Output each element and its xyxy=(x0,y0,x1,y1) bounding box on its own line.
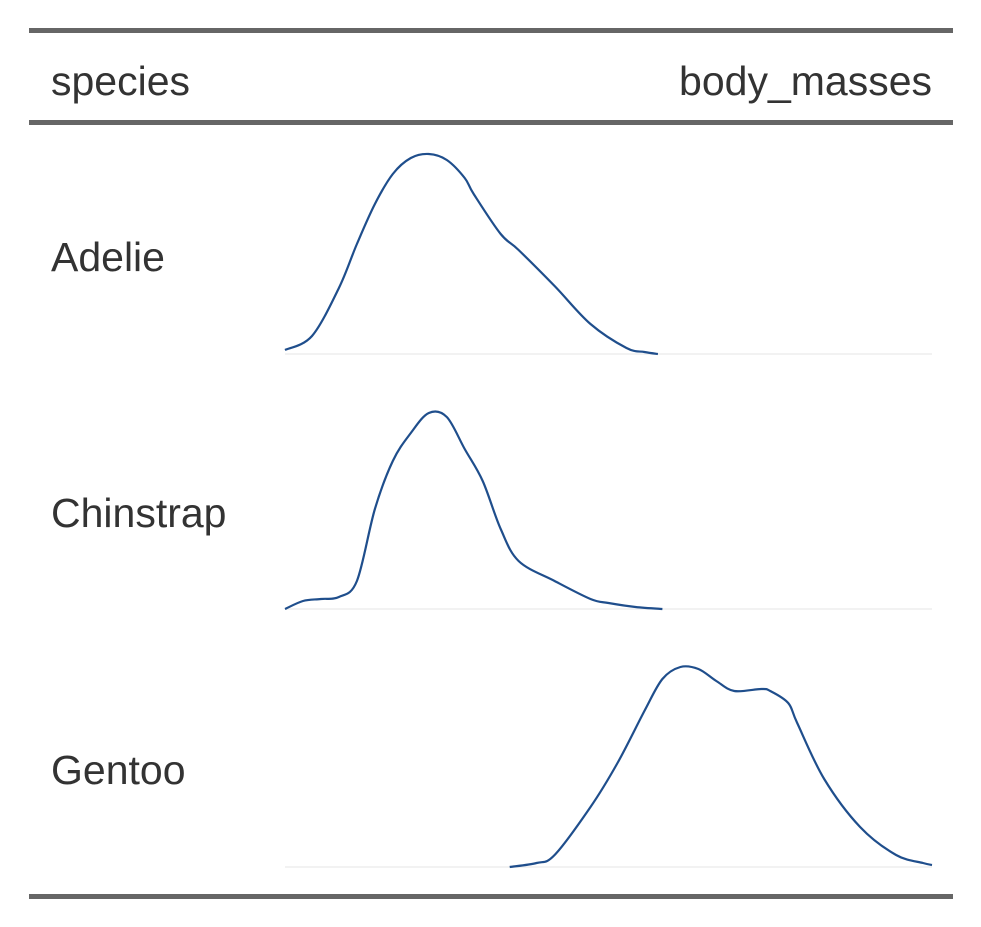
header-bottom-rule xyxy=(29,120,953,125)
table-bottom-rule xyxy=(29,894,953,899)
density-curve-chinstrap xyxy=(284,410,663,611)
row-label-chinstrap: Chinstrap xyxy=(51,490,227,536)
column-header-body-masses[interactable]: body_masses xyxy=(679,58,932,104)
table-top-rule xyxy=(29,28,953,33)
density-curve-gentoo xyxy=(509,665,933,869)
row-label-gentoo: Gentoo xyxy=(51,747,186,793)
density-curve-adelie xyxy=(284,152,659,356)
column-header-species[interactable]: species xyxy=(51,58,191,104)
row-label-adelie: Adelie xyxy=(51,234,165,280)
